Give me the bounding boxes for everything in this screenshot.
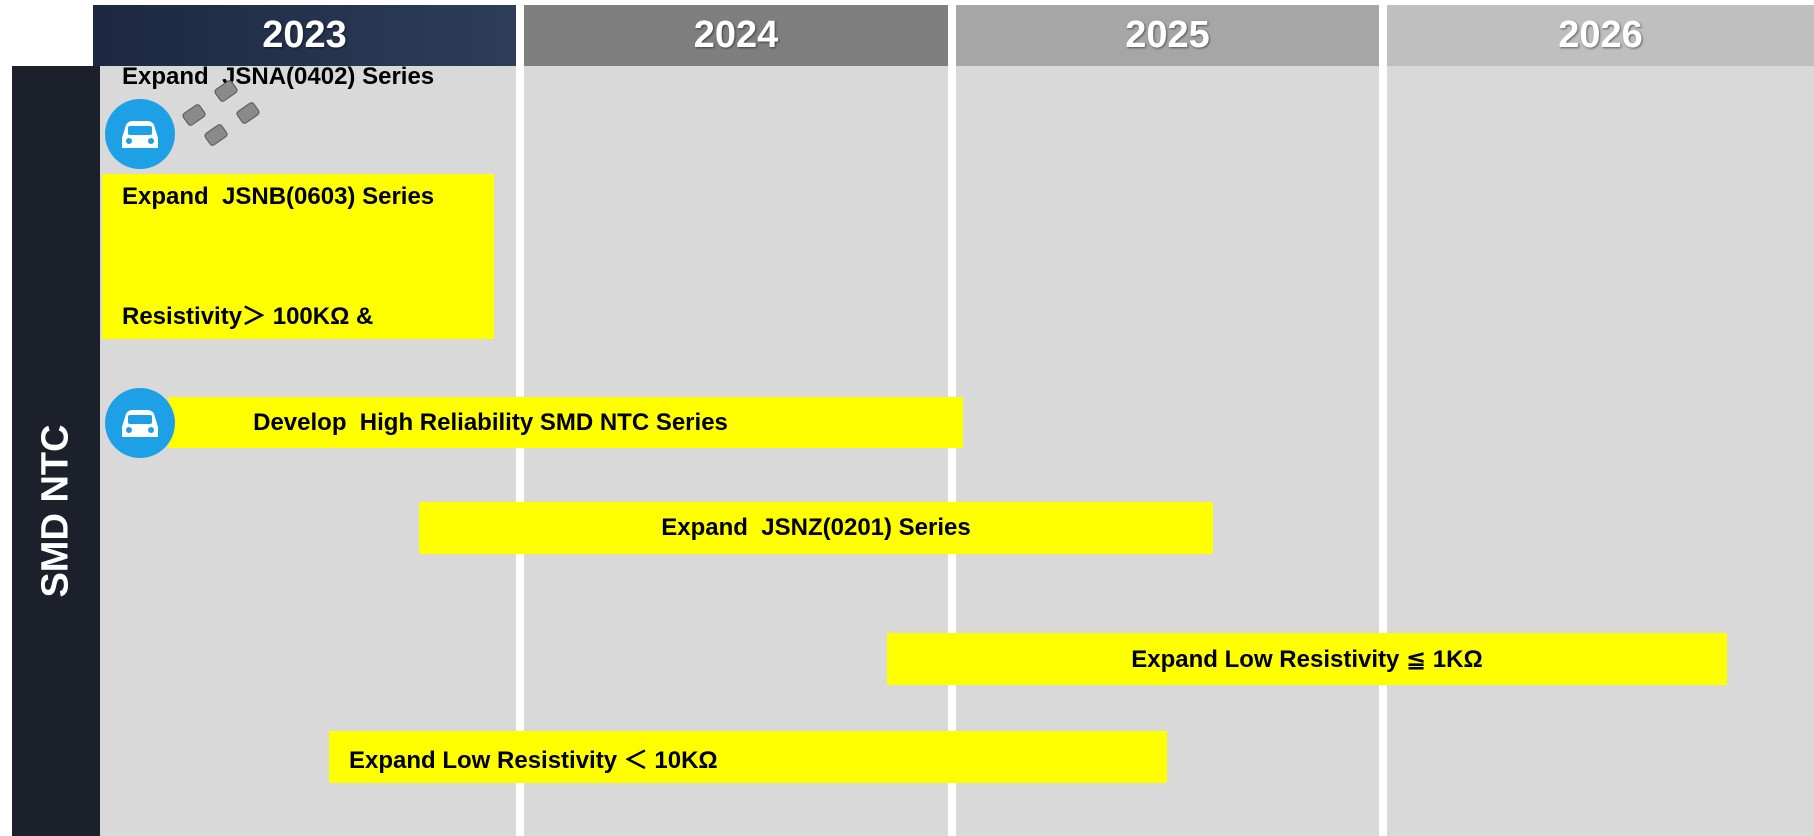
- year-header: 2025: [956, 5, 1379, 66]
- roadmap-item: Expand JSNA(0402) Series Expand JSNB(060…: [102, 63, 494, 450]
- item-text: Expand Low Resistivity ≦ 1KΩ: [1131, 645, 1483, 673]
- text-line: Resistivity＞ 100KΩ &: [122, 302, 374, 330]
- year-column: [524, 66, 948, 836]
- roadmap-item: Develop High Reliability SMD NTC Series: [168, 397, 963, 448]
- roadmap-item: Expand Low Resistivity ≦ 1KΩ: [887, 633, 1727, 685]
- year-header: 2026: [1387, 5, 1814, 66]
- item-text: Develop High Reliability SMD NTC Series: [253, 408, 728, 436]
- item-text: Expand Low Resistivity ＜ 10KΩ: [349, 746, 718, 774]
- roadmap-item: Expand JSNZ(0201) Series: [419, 502, 1213, 554]
- item-text: Expand JSNZ(0201) Series: [661, 514, 971, 541]
- year-header: 2023: [93, 5, 516, 66]
- roadmap-item: Expand Low Resistivity ＜ 10KΩ: [329, 731, 1167, 783]
- car-icon: [105, 388, 175, 458]
- row-label: SMD NTC: [34, 424, 77, 598]
- row-header: SMD NTC: [12, 66, 100, 836]
- year-column: [1387, 66, 1814, 836]
- text-line: Expand JSNA(0402) Series: [122, 62, 435, 90]
- text-line: Expand JSNB(0603) Series: [122, 182, 435, 210]
- component-image: [182, 80, 260, 146]
- year-column: [956, 66, 1379, 836]
- car-icon: [105, 99, 175, 169]
- year-header: 2024: [524, 5, 948, 66]
